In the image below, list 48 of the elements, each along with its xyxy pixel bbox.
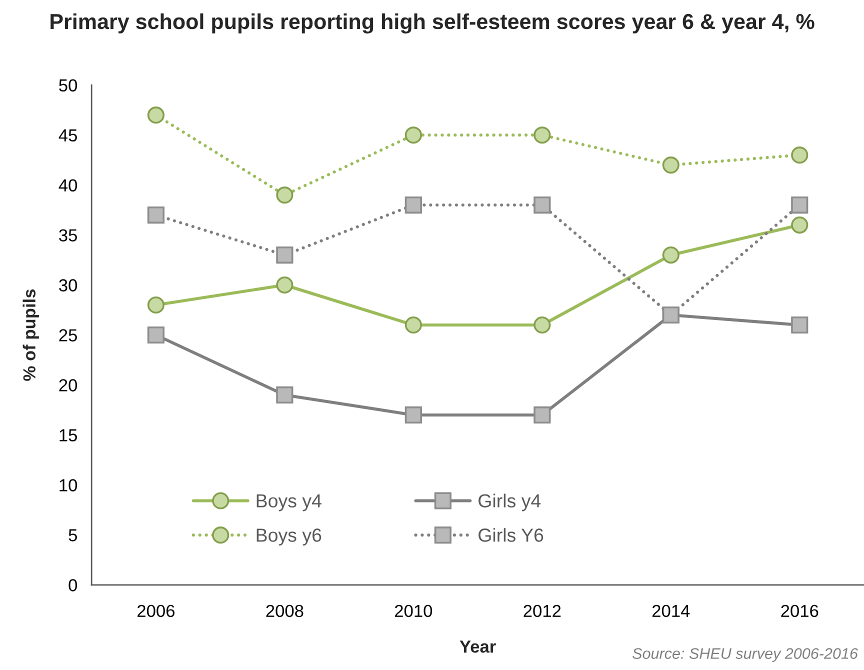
point bbox=[791, 316, 808, 334]
y-tick-label: 15 bbox=[60, 429, 77, 442]
y-tick-label: 0 bbox=[68, 579, 78, 592]
x-tick-label: 2006 bbox=[138, 604, 174, 618]
x-tick-label: 2016 bbox=[781, 604, 818, 618]
point bbox=[791, 216, 808, 234]
point bbox=[534, 406, 551, 424]
y-tick-label: 5 bbox=[68, 529, 77, 542]
point bbox=[276, 246, 294, 264]
y-axis-title: % of pupils bbox=[22, 289, 39, 381]
point bbox=[534, 316, 551, 334]
y-tick-label: 45 bbox=[58, 129, 77, 142]
legend-label: Girls y4 bbox=[478, 494, 541, 512]
x-tick-label: 2008 bbox=[266, 604, 304, 618]
point bbox=[534, 196, 551, 214]
point bbox=[662, 306, 680, 324]
x-tick-label: 2012 bbox=[524, 604, 561, 618]
point bbox=[404, 196, 422, 214]
point bbox=[404, 406, 422, 424]
point bbox=[662, 156, 680, 174]
point bbox=[147, 296, 164, 314]
point bbox=[276, 276, 294, 294]
source-note: Source: SHEU survey 2006-2016 bbox=[632, 648, 858, 662]
point bbox=[276, 386, 294, 404]
point bbox=[276, 186, 294, 204]
point bbox=[147, 206, 164, 224]
x-tick-label: 2014 bbox=[652, 604, 690, 618]
x-tick-label: 2010 bbox=[394, 604, 432, 618]
legend-label: Boys y4 bbox=[256, 494, 322, 512]
point bbox=[662, 246, 680, 264]
y-tick-label: 50 bbox=[59, 79, 78, 92]
y-tick-label: 25 bbox=[59, 329, 77, 342]
point bbox=[791, 196, 808, 214]
point bbox=[404, 126, 422, 144]
point bbox=[791, 146, 808, 164]
point bbox=[147, 326, 164, 344]
x-axis-title: Year bbox=[460, 640, 496, 653]
point bbox=[404, 316, 422, 334]
legend-label: Girls Y6 bbox=[478, 528, 544, 542]
y-tick-label: 40 bbox=[58, 179, 78, 192]
y-tick-label: 20 bbox=[59, 379, 78, 392]
y-tick-label: 10 bbox=[60, 479, 78, 492]
chart-title: Primary school pupils reporting high self-esteem scores year 6 & year 4, % bbox=[50, 13, 814, 34]
point bbox=[534, 126, 551, 144]
point bbox=[147, 106, 164, 124]
y-tick-label: 30 bbox=[59, 279, 78, 292]
y-tick-label: 35 bbox=[59, 229, 77, 242]
legend-label: Boys y6 bbox=[256, 528, 322, 546]
